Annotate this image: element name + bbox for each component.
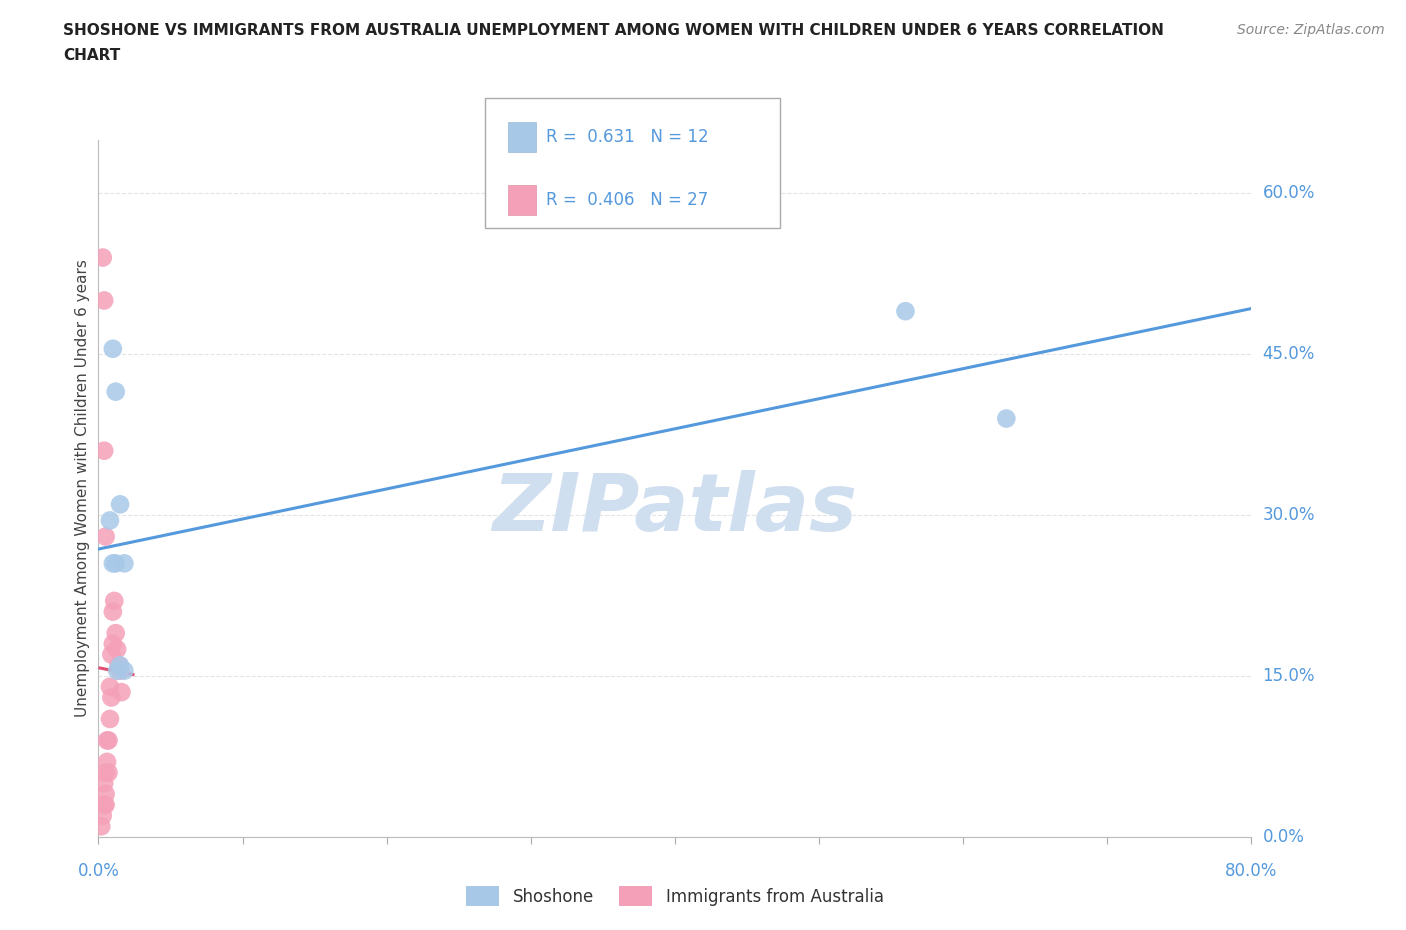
Point — [112, 556, 135, 571]
Point — [100, 690, 122, 705]
Point — [995, 411, 1018, 426]
Text: Source: ZipAtlas.com: Source: ZipAtlas.com — [1237, 23, 1385, 37]
Text: 15.0%: 15.0% — [1263, 667, 1315, 685]
Point — [107, 658, 129, 672]
Y-axis label: Unemployment Among Women with Children Under 6 years: Unemployment Among Women with Children U… — [75, 259, 90, 717]
Text: 0.0%: 0.0% — [77, 862, 120, 880]
Point — [104, 384, 127, 399]
Point — [894, 304, 917, 319]
Text: 30.0%: 30.0% — [1263, 506, 1315, 525]
Text: R =  0.406   N = 27: R = 0.406 N = 27 — [546, 191, 707, 209]
Point — [100, 647, 122, 662]
Text: SHOSHONE VS IMMIGRANTS FROM AUSTRALIA UNEMPLOYMENT AMONG WOMEN WITH CHILDREN UND: SHOSHONE VS IMMIGRANTS FROM AUSTRALIA UN… — [63, 23, 1164, 38]
Point — [91, 250, 114, 265]
Point — [101, 556, 124, 571]
Point — [96, 754, 118, 769]
Point — [94, 787, 117, 802]
Point — [104, 556, 127, 571]
Text: 45.0%: 45.0% — [1263, 345, 1315, 363]
Text: 80.0%: 80.0% — [1225, 862, 1278, 880]
Point — [91, 808, 114, 823]
Point — [108, 658, 131, 672]
Point — [104, 626, 127, 641]
Point — [90, 818, 112, 833]
Point — [93, 797, 115, 812]
Point — [97, 733, 120, 748]
Text: CHART: CHART — [63, 48, 121, 63]
Text: ZIPatlas: ZIPatlas — [492, 471, 858, 548]
Point — [110, 684, 132, 699]
Legend: Shoshone, Immigrants from Australia: Shoshone, Immigrants from Australia — [460, 880, 890, 912]
Point — [97, 765, 120, 780]
Point — [98, 711, 121, 726]
Point — [103, 593, 125, 608]
Point — [94, 765, 117, 780]
Point — [96, 733, 118, 748]
Point — [105, 642, 128, 657]
Point — [105, 663, 128, 678]
Text: R =  0.631   N = 12: R = 0.631 N = 12 — [546, 127, 709, 146]
Point — [98, 679, 121, 694]
Point — [112, 663, 135, 678]
Point — [108, 663, 131, 678]
Point — [93, 444, 115, 458]
Point — [108, 497, 131, 512]
Point — [94, 797, 117, 812]
Point — [101, 604, 124, 619]
Point — [101, 636, 124, 651]
Point — [93, 776, 115, 790]
Point — [93, 293, 115, 308]
Text: 60.0%: 60.0% — [1263, 184, 1315, 202]
Point — [98, 513, 121, 528]
Point — [94, 529, 117, 544]
Point — [101, 341, 124, 356]
Text: 0.0%: 0.0% — [1263, 828, 1305, 846]
